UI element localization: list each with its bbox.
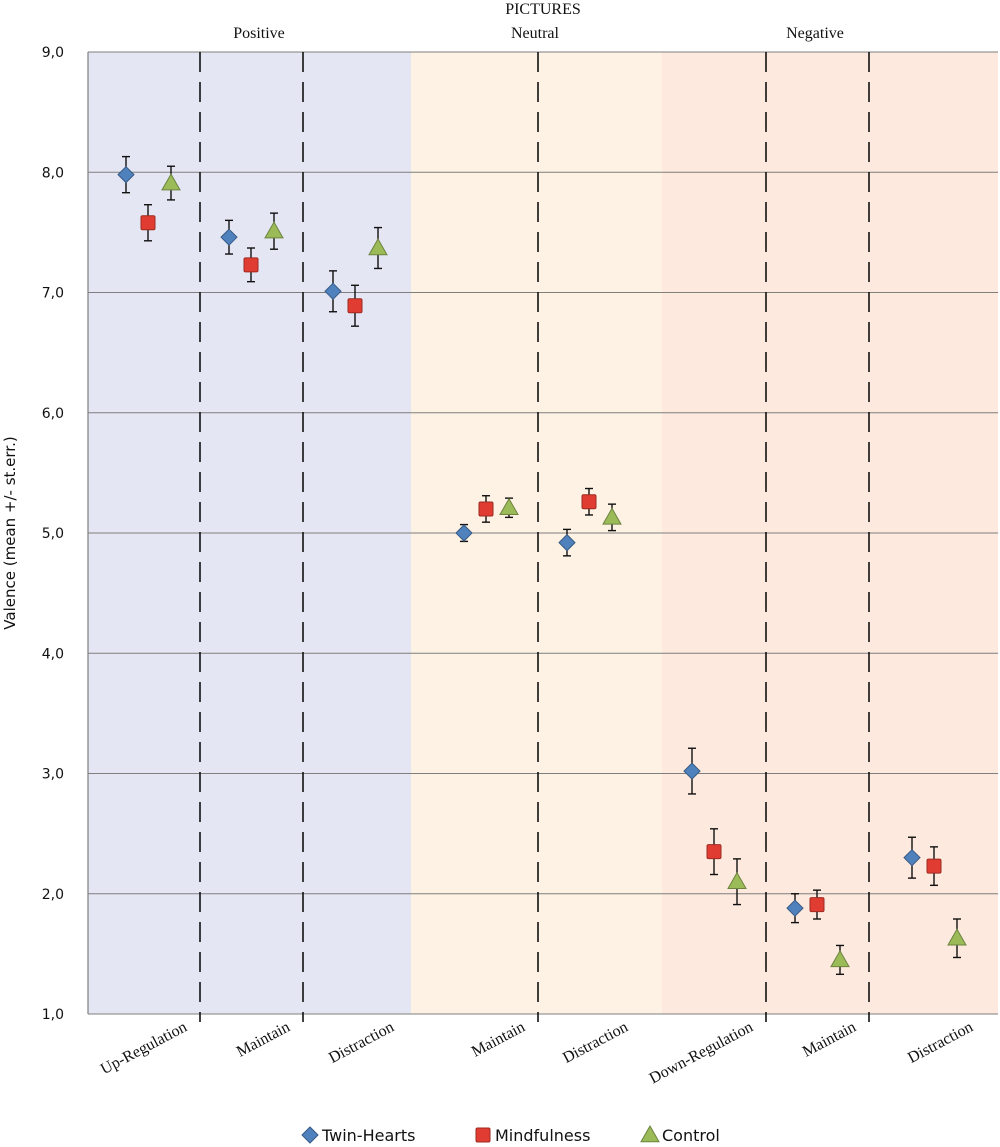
x-tick-labels: Up-Regulation Maintain Distraction Maintain… — [98, 1019, 976, 1088]
y-tick-label: 5,0 — [42, 526, 64, 542]
point-control — [161, 173, 181, 191]
x-tick-label: Distraction — [326, 1019, 397, 1067]
point-control — [368, 237, 388, 256]
legend-marker-control — [640, 1124, 660, 1143]
y-tick-label: 4,0 — [42, 646, 64, 662]
x-tick-label: Maintain — [469, 1019, 528, 1061]
y-axis-label: Valence (mean +/- st.err.) — [1, 436, 19, 629]
legend-label-twin-hearts: Twin-Hearts — [321, 1126, 415, 1145]
group-labels: Positive Neutral Negative — [233, 25, 844, 42]
point-twin-hearts — [117, 165, 135, 184]
point-control — [602, 507, 622, 525]
point-twin-hearts — [455, 524, 473, 542]
point-mindfulness — [140, 215, 156, 231]
y-tick-label: 2,0 — [42, 887, 64, 903]
y-tick-label: 7,0 — [42, 286, 64, 302]
gridlines — [88, 51, 998, 1015]
y-tick-label: 1,0 — [42, 1007, 64, 1023]
point-control — [264, 221, 284, 239]
y-tick-labels: 1,0 2,0 3,0 4,0 5,0 6,0 7,0 8,0 9,0 — [42, 45, 64, 1023]
group-label-positive: Positive — [233, 25, 285, 42]
chart-title: PICTURES — [505, 1, 581, 18]
legend: Twin-Hearts Mindfulness Control — [301, 1124, 720, 1145]
point-twin-hearts — [324, 282, 342, 301]
x-tick-label: Up-Regulation — [98, 1019, 190, 1079]
legend-label-control: Control — [662, 1126, 720, 1145]
data-markers — [117, 155, 967, 976]
x-tick-label: Maintain — [800, 1019, 859, 1061]
legend-marker-mindfulness — [475, 1127, 491, 1143]
point-twin-hearts — [220, 228, 238, 246]
point-control — [947, 928, 967, 946]
point-twin-hearts — [903, 848, 921, 867]
x-tick-label: Maintain — [234, 1019, 293, 1061]
point-mindfulness — [243, 257, 259, 273]
legend-label-mindfulness: Mindfulness — [495, 1126, 590, 1145]
legend-marker-twin-hearts — [301, 1126, 319, 1144]
point-control — [499, 497, 519, 515]
x-tick-label: Distraction — [560, 1019, 631, 1067]
point-control — [830, 949, 850, 968]
x-tick-label: Down-Regulation — [647, 1019, 756, 1088]
point-mindfulness — [581, 494, 597, 510]
point-mindfulness — [809, 897, 825, 913]
point-twin-hearts — [558, 533, 576, 552]
point-twin-hearts — [786, 899, 804, 917]
point-twin-hearts — [683, 762, 701, 780]
y-tick-label: 8,0 — [42, 165, 64, 181]
point-control — [727, 871, 747, 889]
point-mindfulness — [347, 298, 363, 314]
point-mindfulness — [706, 844, 722, 860]
point-mindfulness — [926, 858, 942, 874]
x-tick-label: Distraction — [905, 1019, 976, 1067]
group-label-neutral: Neutral — [511, 25, 560, 42]
y-tick-label: 6,0 — [42, 406, 64, 422]
y-tick-label: 9,0 — [42, 45, 64, 61]
point-mindfulness — [478, 501, 494, 517]
y-tick-label: 3,0 — [42, 767, 64, 783]
category-dividers — [199, 52, 870, 1022]
group-label-negative: Negative — [786, 25, 844, 42]
